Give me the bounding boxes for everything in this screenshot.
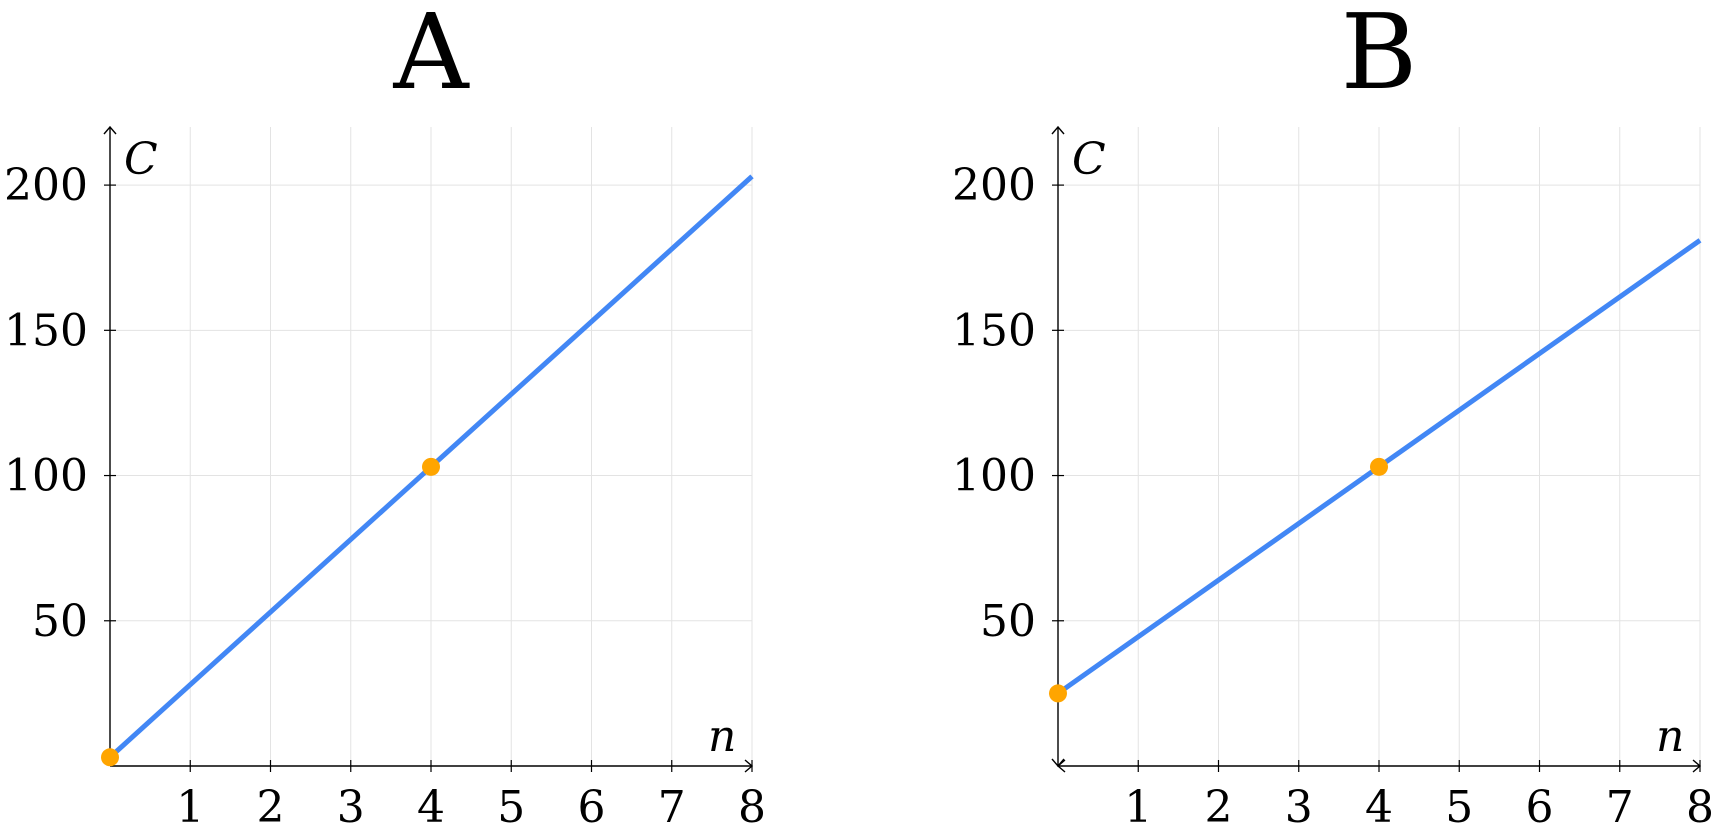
chart-b-x-axis-title: n [1656,711,1684,762]
chart-a-x-tick-label: 8 [738,782,766,833]
chart-b-y-tick-label: 50 [980,596,1036,647]
chart-a-x-tick-label: 6 [578,782,606,833]
chart-b-data-point [1370,457,1388,476]
chart-b-y-axis-arrow-down [1051,758,1065,768]
chart-b-y-axis-title: C [1072,134,1106,185]
chart-a-x-tick-label: 2 [257,782,285,833]
chart-b-x-tick-label: 1 [1124,782,1152,833]
chart-a-y-axis-title: C [124,134,158,185]
chart-b-x-tick-label: 4 [1365,782,1393,833]
chart-b-y-tick-label: 200 [952,160,1036,211]
chart-a-x-axis-title: n [708,711,736,762]
chart-b-data-point [1049,684,1067,703]
chart-b-y-axis-arrow [1051,125,1065,135]
chart-b-y-tick-label: 150 [952,305,1036,356]
chart-a-y-tick-label: 150 [4,305,88,356]
chart-a-x-tick-label: 3 [337,782,365,833]
chart-a-y-axis-arrow [103,125,117,135]
chart-b-y-tick-label: 100 [952,451,1036,502]
chart-b-x-tick-label: 3 [1285,782,1313,833]
chart-a-y-tick-label: 200 [4,160,88,211]
chart-panel-a: A 1 2 3 4 5 6 7 8 50 100 150 200 Cn [4,0,766,833]
chart-a-x-tick-label: 7 [658,782,686,833]
chart-b-x-tick-label: 7 [1606,782,1634,833]
chart-a-x-tick-label: 1 [176,782,204,833]
chart-a-y-tick-label: 50 [32,596,88,647]
chart-panel-b: B 1 2 3 4 5 6 7 8 50 100 150 200 Cn [952,0,1714,833]
chart-b-x-tick-label: 2 [1205,782,1233,833]
chart-a-title: A [392,0,470,113]
chart-b-x-tick-label: 8 [1686,782,1714,833]
chart-b-title: B [1341,0,1417,113]
chart-b-x-tick-label: 6 [1526,782,1554,833]
chart-a-x-tick-label: 5 [497,782,525,833]
chart-a-data-point [422,457,440,476]
chart-a-y-tick-label: 100 [4,451,88,502]
chart-b-x-tick-label: 5 [1445,782,1473,833]
chart-a-x-tick-label: 4 [417,782,445,833]
chart-a-data-point [101,748,119,767]
